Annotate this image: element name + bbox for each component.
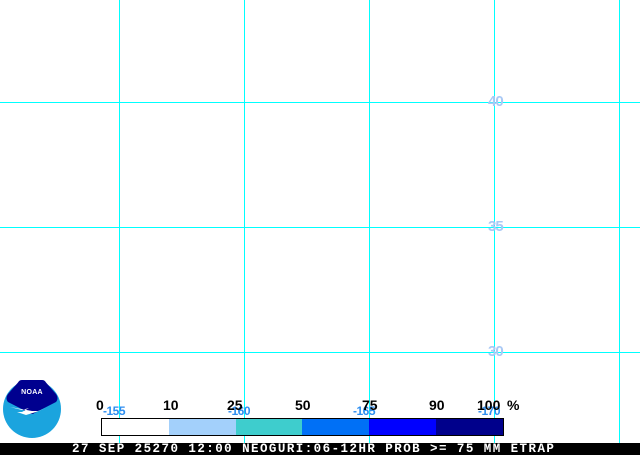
svg-text:NOAA: NOAA <box>21 389 43 396</box>
